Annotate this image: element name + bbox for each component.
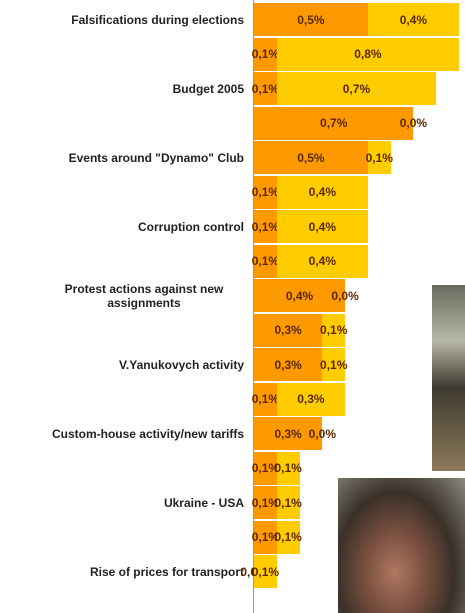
value-label: 0,7% xyxy=(320,116,348,130)
bar-segment xyxy=(276,210,368,243)
bar-segment xyxy=(254,175,277,209)
bar-segment xyxy=(322,348,346,381)
bar-segment xyxy=(254,279,346,312)
bar-segment xyxy=(276,244,368,278)
value-label: 0,0% xyxy=(331,288,359,303)
value-label: 0,3% xyxy=(274,426,302,441)
value-label: 0,3% xyxy=(274,357,302,372)
value-label: 0,4% xyxy=(399,12,428,27)
value-label: 0,3% xyxy=(297,392,325,406)
bar-segment xyxy=(276,382,346,416)
value-label: 0,0% xyxy=(399,116,428,130)
bar-segment xyxy=(367,141,391,174)
value-label: 0,1% xyxy=(274,495,302,510)
photo xyxy=(338,478,465,613)
value-label: 0,1% xyxy=(274,530,302,544)
value-label: 0,8% xyxy=(354,47,382,61)
bar-segment xyxy=(276,175,368,209)
bar-segment xyxy=(276,451,300,485)
bar-segment xyxy=(254,348,323,381)
bar-segment xyxy=(254,382,277,416)
axis-line xyxy=(253,0,254,613)
value-label: 0,5% xyxy=(297,150,325,165)
value-label: 0,1% xyxy=(274,461,302,475)
bar-segment xyxy=(254,37,277,71)
bar-segment xyxy=(254,3,368,36)
value-label: 0,5% xyxy=(297,12,325,27)
value-label: 0,4% xyxy=(308,219,336,234)
value-label: 0,1% xyxy=(251,564,280,579)
category-label: Budget 2005 xyxy=(172,81,244,96)
value-label: 0,0% xyxy=(308,426,336,441)
value-label: 0,1% xyxy=(251,254,280,268)
bar-segment xyxy=(276,520,300,554)
category-label: Falsifications during elections xyxy=(71,12,244,27)
category-label: Custom-house activity/new tariffs xyxy=(51,426,244,441)
photo xyxy=(432,285,465,471)
bar-segment xyxy=(254,210,277,243)
bar-segment xyxy=(276,486,300,519)
value-label: 0,1% xyxy=(251,461,280,475)
bar-segment xyxy=(254,106,414,140)
value-label: 0,1% xyxy=(251,392,280,406)
category-label: Protest actions against new assignments xyxy=(64,281,224,310)
category-label: Ukraine - USA xyxy=(163,495,244,510)
value-label: 0,1% xyxy=(320,357,348,372)
value-label: 0,4% xyxy=(308,185,336,199)
bar-segment xyxy=(254,486,277,519)
bar-segment xyxy=(254,555,277,588)
category-label: Corruption control xyxy=(138,219,244,234)
value-label: 0,1% xyxy=(365,150,393,165)
bar-segment xyxy=(254,451,277,485)
value-label: 0,4% xyxy=(308,254,336,268)
category-label: V.Yanukovych activity xyxy=(119,357,244,372)
value-label: 0,1% xyxy=(320,323,348,337)
bar-segment xyxy=(322,313,346,347)
value-label: 0,1% xyxy=(251,81,280,96)
bar-segment xyxy=(367,3,459,36)
bar-segment xyxy=(276,37,459,71)
category-label: Events around "Dynamo" Club xyxy=(68,150,244,165)
bar-segment xyxy=(254,141,368,174)
bar-segment xyxy=(254,520,277,554)
bar-segment xyxy=(254,313,323,347)
value-label: 0,7% xyxy=(342,81,371,96)
bar-segment xyxy=(254,417,323,450)
category-label: Rise of prices for transport xyxy=(89,564,244,579)
bar-segment xyxy=(254,72,277,105)
value-label: 0,1% xyxy=(251,47,280,61)
value-label: 0,1% xyxy=(251,219,280,234)
bar-segment xyxy=(276,72,437,105)
value-label: 0,1% xyxy=(251,530,280,544)
value-label: 0,1% xyxy=(251,495,280,510)
value-label: 0,4% xyxy=(285,288,314,303)
value-label: 0,1% xyxy=(251,185,280,199)
bar-segment xyxy=(254,244,277,278)
value-label: 0,3% xyxy=(274,323,302,337)
